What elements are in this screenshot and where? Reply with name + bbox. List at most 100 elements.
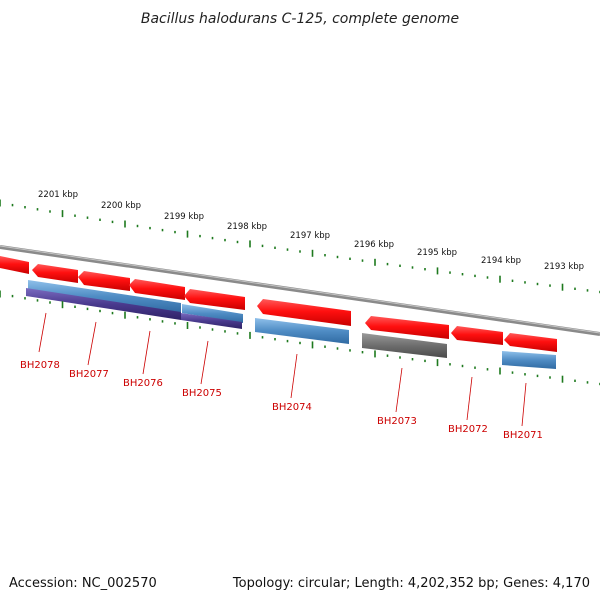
gene-label-bh2071: BH2071 (503, 430, 543, 441)
tick-label-2200: 2200 kbp (101, 201, 141, 211)
outer-ring-major-tick (374, 258, 376, 266)
inner-ring-major-tick (0, 290, 1, 298)
outer-ring-minor-tick (236, 240, 239, 244)
inner-ring-minor-tick (424, 359, 426, 363)
outer-ring-minor-tick (399, 264, 401, 267)
outer-ring-minor-tick (411, 266, 414, 269)
outer-ring-major-tick (124, 220, 126, 228)
outer-ring-minor-tick (461, 273, 464, 276)
outer-ring-major-tick (61, 210, 64, 218)
outer-ring-minor-tick (449, 271, 451, 274)
cds-red-7 (365, 316, 449, 339)
inner-ring-major-tick (61, 301, 64, 309)
outer-ring-minor-tick (549, 284, 551, 287)
gene-label-bh2074: BH2074 (272, 402, 312, 413)
cds-red-2 (32, 264, 78, 283)
inner-ring-minor-tick (49, 301, 51, 304)
leader-bh2071 (521, 382, 527, 427)
outer-ring-minor-tick (299, 250, 301, 253)
leader-bh2072 (466, 376, 473, 421)
genome-backbone (0, 245, 600, 336)
tick-label-2196: 2196 kbp (354, 240, 394, 250)
tick-label-2194: 2194 kbp (481, 256, 521, 266)
outer-ring-minor-tick (24, 206, 26, 209)
cds-red-9 (504, 333, 557, 352)
cds-purple-1 (26, 288, 181, 320)
leader-bh2078 (38, 312, 47, 353)
gene-label-bh2077: BH2077 (69, 369, 109, 380)
outer-ring-major-tick (499, 275, 501, 283)
outer-ring-minor-tick (524, 281, 526, 284)
outer-ring-minor-tick (161, 228, 164, 232)
leader-bh2074 (290, 353, 298, 399)
inner-ring-minor-tick (211, 328, 214, 331)
outer-ring-major-tick (0, 199, 1, 207)
inner-ring-minor-tick (161, 320, 164, 323)
inner-ring-minor-tick (286, 339, 289, 343)
cds-purple-2 (181, 313, 242, 329)
forward-cds-track (0, 256, 557, 352)
inner-ring-major-tick (374, 350, 376, 358)
outer-ring-major-tick (561, 283, 564, 291)
inner-ring-minor-tick (86, 307, 89, 311)
inner-ring-minor-tick (349, 349, 351, 352)
inner-ring-minor-tick (136, 316, 139, 319)
inner-ring-minor-tick (511, 371, 514, 374)
inner-ring-minor-tick (574, 379, 576, 382)
outer-ring-minor-tick (511, 279, 514, 282)
leader-bh2075 (200, 340, 209, 385)
outer-ring-minor-tick (424, 268, 426, 271)
outer-ring-minor-tick (224, 238, 226, 242)
cds-red-4 (129, 279, 185, 300)
inner-ring-minor-tick (361, 351, 364, 354)
inner-ring-minor-tick (99, 309, 101, 313)
gene-label-leaders (38, 312, 527, 427)
tick-label-2193: 2193 kbp (544, 262, 584, 272)
tick-label-2197: 2197 kbp (290, 231, 330, 241)
cds-blue-1 (28, 280, 181, 313)
outer-ring-minor-tick (99, 218, 101, 221)
outer-ring-minor-tick (74, 214, 76, 217)
inner-ring-minor-tick (236, 332, 239, 335)
outer-ring-minor-tick (261, 244, 264, 248)
outer-ring-major-tick (436, 267, 439, 275)
cds-red-5 (184, 289, 245, 310)
map-title: Bacillus halodurans C-125, complete geno… (141, 11, 459, 27)
outer-ring-minor-tick (149, 226, 151, 230)
inner-ring-minor-tick (36, 299, 39, 302)
inner-ring-minor-tick (549, 376, 551, 379)
inner-ring-minor-tick (299, 341, 301, 345)
tick-label-2198: 2198 kbp (227, 222, 267, 232)
outer-ring-minor-tick (49, 210, 51, 213)
tick-label-2195: 2195 kbp (417, 248, 457, 258)
inner-ring-minor-tick (411, 358, 414, 361)
gene-label-bh2073: BH2073 (377, 416, 417, 427)
outer-ring-minor-tick (536, 282, 539, 286)
outer-ring-minor-tick (274, 246, 276, 249)
outer-ring-major-tick (249, 240, 251, 248)
outer-ring-minor-tick (136, 224, 139, 228)
kbp-tick-labels: 2201 kbp 2200 kbp 2199 kbp 2198 kbp 2197… (38, 190, 584, 272)
outer-tick-ring (0, 199, 600, 294)
inner-ring-minor-tick (536, 374, 539, 378)
inner-ring-major-tick (249, 331, 251, 339)
inner-ring-major-tick (499, 367, 501, 375)
inner-ring-minor-tick (524, 373, 526, 376)
inner-ring-minor-tick (224, 330, 226, 333)
cds-blue-2 (182, 304, 243, 323)
outer-ring-minor-tick (574, 287, 576, 290)
gene-label-bh2078: BH2078 (20, 360, 60, 371)
outer-ring-minor-tick (111, 220, 114, 224)
tick-label-2201: 2201 kbp (38, 190, 78, 200)
inner-ring-major-tick (436, 359, 439, 367)
cds-red-8 (451, 326, 503, 345)
inner-ring-minor-tick (449, 363, 451, 366)
tick-label-2199: 2199 kbp (164, 212, 204, 222)
outer-ring-minor-tick (324, 254, 326, 257)
inner-ring-minor-tick (586, 381, 589, 384)
outer-ring-minor-tick (86, 216, 89, 219)
outer-ring-minor-tick (36, 208, 39, 211)
inner-tick-ring (0, 290, 600, 386)
outer-ring-minor-tick (336, 255, 339, 259)
